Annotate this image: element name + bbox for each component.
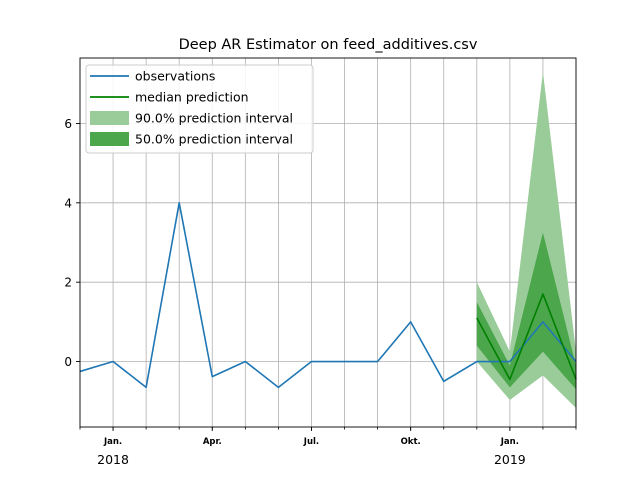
y-tick-label: 6 [64, 117, 72, 131]
axes: 0 2 4 6 Jan. Apr. Jul. Okt. Jan. 2018 2019 [64, 57, 577, 467]
legend-label-observations: observations [135, 69, 215, 84]
legend: observations median prediction 90.0% predi… [85, 64, 314, 154]
legend-swatch-90-0-prediction-interval [90, 111, 129, 125]
legend-label-90-0-prediction-interval: 90.0% prediction interval [135, 111, 293, 126]
legend-label-median-prediction: median prediction [135, 90, 249, 105]
plot-series [79, 71, 577, 408]
x-tick-label: Okt. [401, 437, 421, 447]
x-tick-label: Apr. [203, 437, 222, 447]
band-50-0-prediction-interval [476, 232, 576, 390]
chart-title: Deep AR Estimator on feed_additives.csv [179, 37, 478, 53]
x-tick-label: Jan. [103, 437, 122, 447]
legend-swatch-50-0-prediction-interval [90, 132, 129, 146]
legend-box [85, 64, 314, 154]
y-tick-label: 0 [64, 355, 72, 369]
line-observations [79, 202, 577, 389]
y-tick-label: 2 [64, 276, 72, 290]
x-tick-label: Jul. [303, 437, 319, 447]
plot-frame [79, 57, 577, 428]
x-year-label: 2018 [97, 452, 129, 467]
legend-label-50-0-prediction-interval: 50.0% prediction interval [135, 132, 293, 147]
x-tick-label: Jan. [500, 437, 519, 447]
x-year-label: 2019 [494, 452, 526, 467]
y-tick-label: 4 [64, 196, 72, 210]
line-median-prediction [476, 293, 577, 381]
